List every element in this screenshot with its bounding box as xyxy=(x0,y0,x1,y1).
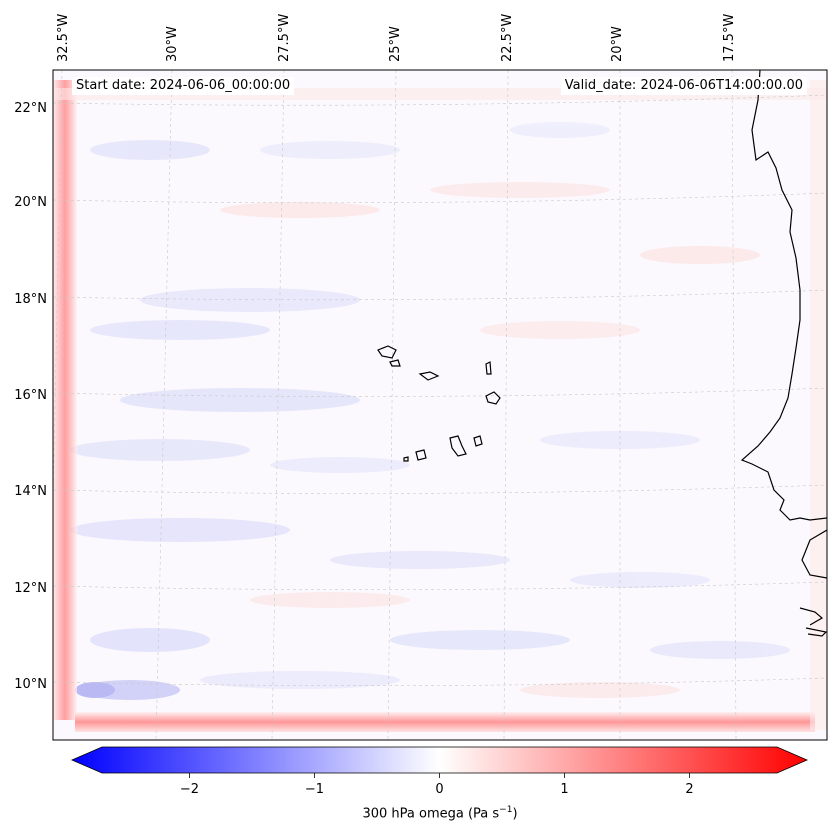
lat-label-18n: 18°N xyxy=(14,292,47,307)
start-date-label: Start date: 2024-06-06_00:00:00 xyxy=(72,77,295,95)
lat-label-16n: 16°N xyxy=(14,388,47,403)
colorbar-tick-label: −2 xyxy=(180,782,199,797)
colorbar-bar xyxy=(70,746,809,774)
island-santo-antao xyxy=(377,345,397,359)
colorbar-unit-prefix: (Pa s xyxy=(467,806,500,822)
colorbar-tick-label: −1 xyxy=(305,782,324,797)
lat-label-14n: 14°N xyxy=(14,484,47,499)
lat-label-10n: 10°N xyxy=(14,677,47,692)
lon-label-32-5w: 32.5°W xyxy=(56,14,71,62)
longitude-labels: 32.5°W 30°W 27.5°W 25°W 22.5°W 20°W 17.5… xyxy=(56,14,737,62)
colorbar-unit-exponent: −1 xyxy=(499,805,513,815)
valid-date-label: Valid_date: 2024-06-06T14:00:00.00 xyxy=(560,77,807,95)
lon-label-27-5w: 27.5°W xyxy=(277,14,292,62)
omega-field xyxy=(53,70,827,740)
island-maio xyxy=(473,435,483,447)
lat-label-20n: 20°N xyxy=(14,195,47,210)
colorbar-title: 300 hPa omega (Pa s−1) xyxy=(0,805,837,821)
african-coastline xyxy=(740,70,827,637)
lon-label-22-5w: 22.5°W xyxy=(500,14,515,62)
lon-label-25w: 25°W xyxy=(388,26,403,62)
lon-label-30w: 30°W xyxy=(165,26,180,62)
colorbar-tick-label: 0 xyxy=(435,782,443,797)
island-boa-vista xyxy=(485,391,501,405)
island-sao-vicente xyxy=(389,359,401,367)
colorbar-tick-label: 1 xyxy=(560,782,568,797)
gridlines xyxy=(53,70,827,740)
lat-label-22n: 22°N xyxy=(14,101,47,116)
colorbar-unit-suffix: ) xyxy=(512,806,518,822)
map-frame xyxy=(52,69,828,741)
colorbar-variable: 300 hPa omega xyxy=(362,806,464,822)
island-brava xyxy=(403,456,409,462)
island-fogo xyxy=(415,449,427,461)
coastlines xyxy=(377,70,827,637)
island-santiago xyxy=(449,435,467,457)
lat-label-12n: 12°N xyxy=(14,581,47,596)
lon-label-17-5w: 17.5°W xyxy=(722,14,737,62)
latitude-labels: 22°N 20°N 18°N 16°N 14°N 12°N 10°N xyxy=(14,101,47,692)
island-sal xyxy=(485,361,492,375)
colorbar: −2 −1 0 1 2 xyxy=(70,746,809,797)
colorbar-tick-label: 2 xyxy=(685,782,693,797)
island-sao-nicolau xyxy=(418,371,440,381)
colorbar-ticks: −2 −1 0 1 2 xyxy=(180,773,694,797)
lon-label-20w: 20°W xyxy=(610,26,625,62)
